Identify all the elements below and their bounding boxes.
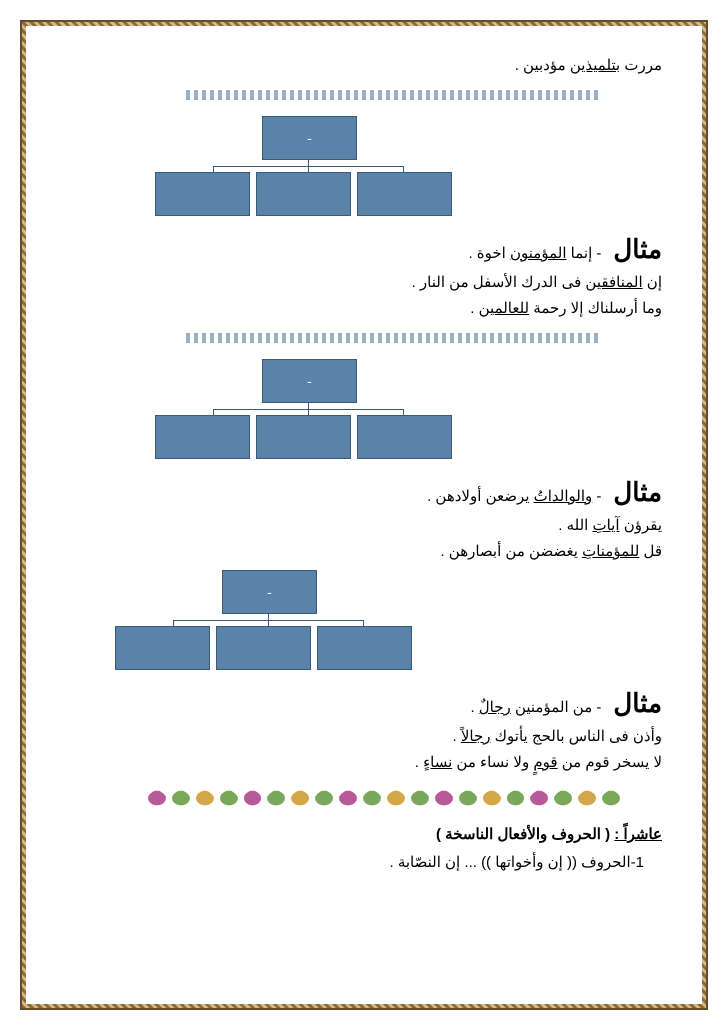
text: وأذن فى الناس بالحج يأتوك — [491, 728, 662, 745]
tree-diagram: - — [66, 359, 662, 459]
diagram-children — [155, 172, 452, 216]
underlined-word: للعالمين — [479, 300, 530, 317]
text: - من المؤمنين — [511, 699, 602, 716]
text: - إنما — [566, 245, 601, 262]
sentence-top: مررت بتلميذين مؤدبين . — [66, 56, 662, 74]
leaf-icon — [457, 789, 479, 807]
leaf-icon — [170, 789, 192, 807]
diagram-child-box — [216, 626, 311, 670]
text: يقرؤن — [620, 517, 662, 534]
diagram-root-box: - — [262, 359, 357, 403]
text: لا يسخر قوم من — [558, 754, 662, 771]
section-heading: عاشراً : ( الحروف والأفعال الناسخة ) — [66, 825, 662, 843]
diagram-child-box — [155, 415, 250, 459]
example-text: لا يسخر قوم من قومٍ ولا نساء من نساءٍ . — [66, 753, 662, 771]
heading-label: عاشراً : — [614, 826, 662, 843]
example-text: - والوالداتُ يرضعن أولادهن . — [427, 487, 601, 505]
example-line: مثال - من المؤمنين رجالٌ . — [66, 688, 662, 719]
leaf-icon — [385, 789, 407, 807]
text: وما أرسلناك إلا رحمة — [529, 300, 662, 317]
leaf-icon — [528, 789, 550, 807]
underlined-word: بتلميذين — [570, 57, 620, 74]
leaf-icon — [552, 789, 574, 807]
leaf-icon — [265, 789, 287, 807]
decorative-border: مررت بتلميذين مؤدبين . - مثال - إنما الم… — [20, 20, 708, 1010]
diagram-child-box — [317, 626, 412, 670]
text: يغضضن من أبصارهن . — [440, 543, 582, 560]
example-text: إن المنافقين فى الدرك الأسفل من النار . — [66, 273, 662, 291]
text: - — [592, 488, 601, 505]
leaf-icon — [313, 789, 335, 807]
text: فى الدرك الأسفل من النار . — [412, 274, 586, 291]
text: الله . — [558, 517, 592, 534]
tree-diagram: - — [66, 570, 662, 670]
underlined-word: رجالاً — [461, 728, 491, 745]
leaf-icon — [505, 789, 527, 807]
text: اخوة . — [468, 245, 510, 262]
tree-diagram: - — [66, 116, 662, 216]
diagram-children — [155, 415, 452, 459]
example-text: يقرؤن آياتِ الله . — [66, 516, 662, 534]
leaf-icon — [146, 789, 168, 807]
leaf-icon — [409, 789, 431, 807]
underlined-word: للمؤمناتِ — [582, 543, 639, 560]
diagram-connector — [214, 160, 404, 172]
diagram-connector — [214, 403, 404, 415]
heading-rest: ( الحروف والأفعال الناسخة ) — [436, 826, 614, 843]
example-text: - من المؤمنين رجالٌ . — [470, 698, 601, 716]
leaf-icon — [218, 789, 240, 807]
leaf-icon — [337, 789, 359, 807]
leaf-icon — [576, 789, 598, 807]
underlined-word: قومٍ — [533, 754, 557, 771]
leaf-icon — [600, 789, 622, 807]
example-text: قل للمؤمناتِ يغضضن من أبصارهن . — [66, 542, 662, 560]
text: . — [470, 699, 478, 716]
leaf-divider — [146, 785, 622, 811]
text: مررت — [620, 57, 662, 74]
pattern-divider — [186, 90, 602, 100]
underlined-word: نساءٍ — [423, 754, 452, 771]
diagram-child-box — [115, 626, 210, 670]
diagram-children — [115, 626, 412, 670]
text: مؤدبين . — [515, 57, 570, 74]
leaf-icon — [194, 789, 216, 807]
diagram-child-box — [357, 172, 452, 216]
text: قل — [639, 543, 662, 560]
diagram-child-box — [357, 415, 452, 459]
underlined-word: آياتِ — [592, 517, 619, 534]
example-line: مثال - إنما المؤمنون اخوة . — [66, 234, 662, 265]
text: . — [453, 728, 461, 745]
example-line: مثال - والوالداتُ يرضعن أولادهن . — [66, 477, 662, 508]
page-content: مررت بتلميذين مؤدبين . - مثال - إنما الم… — [26, 26, 702, 1004]
leaf-icon — [481, 789, 503, 807]
example-text: - إنما المؤمنون اخوة . — [468, 244, 601, 262]
underlined-word: رجالٌ — [479, 699, 511, 716]
diagram-child-box — [256, 415, 351, 459]
leaf-icon — [361, 789, 383, 807]
pattern-divider — [186, 333, 602, 343]
sub-item: 1-الحروف (( إن وأخواتها )) ... إن النصّا… — [66, 853, 644, 871]
example-heading: مثال — [613, 234, 662, 265]
leaf-icon — [289, 789, 311, 807]
diagram-child-box — [155, 172, 250, 216]
example-heading: مثال — [613, 477, 662, 508]
diagram-connector — [174, 614, 364, 626]
text: إن — [643, 274, 662, 291]
text: يرضعن أولادهن . — [427, 488, 534, 505]
diagram-root-box: - — [262, 116, 357, 160]
text: . — [470, 300, 478, 317]
diagram-child-box — [256, 172, 351, 216]
leaf-icon — [242, 789, 264, 807]
underlined-word: المؤمنون — [510, 245, 566, 262]
text: . — [415, 754, 423, 771]
text: ولا نساء من — [452, 754, 533, 771]
example-heading: مثال — [613, 688, 662, 719]
underlined-word: والوالداتُ — [534, 488, 593, 505]
underlined-word: المنافقين — [585, 274, 642, 291]
example-text: وما أرسلناك إلا رحمة للعالمين . — [66, 299, 662, 317]
diagram-root-box: - — [222, 570, 317, 614]
leaf-icon — [433, 789, 455, 807]
example-text: وأذن فى الناس بالحج يأتوك رجالاً . — [66, 727, 662, 745]
